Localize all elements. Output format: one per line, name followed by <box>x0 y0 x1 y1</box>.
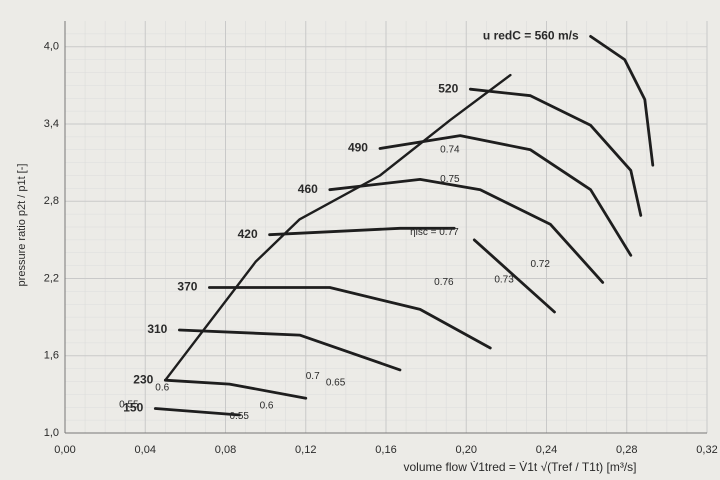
x-tick-label: 0,20 <box>456 444 477 456</box>
y-tick-label: 3,4 <box>44 118 59 130</box>
speed-label: 490 <box>348 141 368 155</box>
speed-line <box>153 407 241 417</box>
efficiency-label: 0.72 <box>530 259 550 270</box>
efficiency-label: 0.6 <box>155 383 169 394</box>
efficiency-label: 0.75 <box>440 174 460 185</box>
y-tick-label: 2,2 <box>44 272 59 284</box>
speed-label: 520 <box>438 81 458 95</box>
speed-line <box>378 134 633 257</box>
efficiency-label: 0.6 <box>260 401 274 412</box>
efficiency-label: ηisc = 0.77 <box>410 227 459 238</box>
speed-label: 230 <box>133 372 153 386</box>
x-tick-label: 0,04 <box>135 444 156 456</box>
x-tick-label: 0,08 <box>215 444 236 456</box>
y-tick-label: 1,0 <box>44 427 59 439</box>
y-tick-label: 4,0 <box>44 41 59 53</box>
speed-line <box>163 378 308 400</box>
speed-line <box>468 87 643 217</box>
surge-line <box>164 73 512 382</box>
speed-label: 310 <box>147 322 167 336</box>
efficiency-label: 0.55 <box>119 399 139 410</box>
speed-label: 420 <box>238 227 258 241</box>
speed-label: u redC = 560 m/s <box>483 29 579 43</box>
x-tick-label: 0,24 <box>536 444 557 456</box>
speed-line <box>268 226 556 314</box>
speed-line <box>178 328 402 372</box>
x-tick-label: 0,32 <box>696 444 717 456</box>
speed-line <box>589 35 655 167</box>
speed-line <box>208 286 492 350</box>
efficiency-label: 0.74 <box>440 144 460 155</box>
speed-label: 150 <box>123 401 143 415</box>
y-tick-label: 2,8 <box>44 195 59 207</box>
y-tick-label: 1,6 <box>44 350 59 362</box>
x-tick-label: 0,00 <box>54 444 75 456</box>
efficiency-label: 0.73 <box>494 274 514 285</box>
efficiency-label: 0.76 <box>434 277 454 288</box>
x-tick-label: 0,16 <box>375 444 396 456</box>
x-tick-label: 0,12 <box>295 444 316 456</box>
efficiency-label: 0.7 <box>306 371 320 382</box>
x-axis-label: volume flow V̇1tred = V̇1t √(Tref / T1t)… <box>404 460 637 474</box>
x-tick-label: 0,28 <box>616 444 637 456</box>
y-axis-label: pressure ratio p2t / p1t [-] <box>16 164 28 287</box>
speed-label: 370 <box>177 280 197 294</box>
efficiency-label: 0.55 <box>230 411 250 422</box>
speed-line <box>328 178 605 284</box>
speed-label: 460 <box>298 182 318 196</box>
efficiency-label: 0.65 <box>326 377 346 388</box>
